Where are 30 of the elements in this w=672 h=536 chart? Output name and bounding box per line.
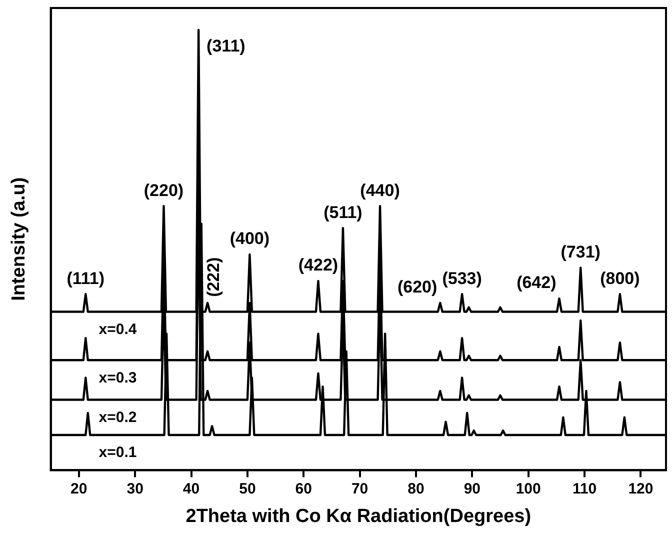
series-label: x=0.4 [98,320,138,338]
x-tick-label: 40 [182,480,200,498]
annotation: (422) [298,256,338,275]
annotation: (511) [324,202,362,222]
series-label: x=0.1 [98,444,137,462]
x-tick-label: 80 [408,480,424,498]
x-tick-label: 50 [239,480,256,498]
annotation: (731) [560,242,600,262]
x-tick-label: 100 [516,480,541,498]
annotation: (620) [397,278,438,297]
annotation: (533) [442,268,482,288]
annotation: (400) [230,229,270,248]
annotation: (311) [206,36,246,56]
x-tick-label: 90 [464,480,481,498]
series-label: x=0.3 [98,369,137,386]
annotation: (642) [516,273,556,292]
annotation: (220) [144,180,184,200]
x-tick-label: 110 [572,480,597,498]
x-tick-label: 20 [70,480,88,498]
x-tick-label: 30 [126,480,144,498]
annotation: (222) [204,257,224,297]
annotation: (800) [600,268,640,288]
annotation: (440) [360,180,400,200]
x-tick-label: 60 [295,480,312,498]
series-label: x=0.2 [98,408,137,426]
y-axis-title: Intensity (a.u) [8,177,30,301]
x-axis-title: 2Theta with Co Kα Radiation(Degrees) [186,506,532,527]
x-tick-label: 120 [628,480,654,498]
annotation: (111) [66,268,105,288]
x-tick-label: 70 [351,480,368,498]
